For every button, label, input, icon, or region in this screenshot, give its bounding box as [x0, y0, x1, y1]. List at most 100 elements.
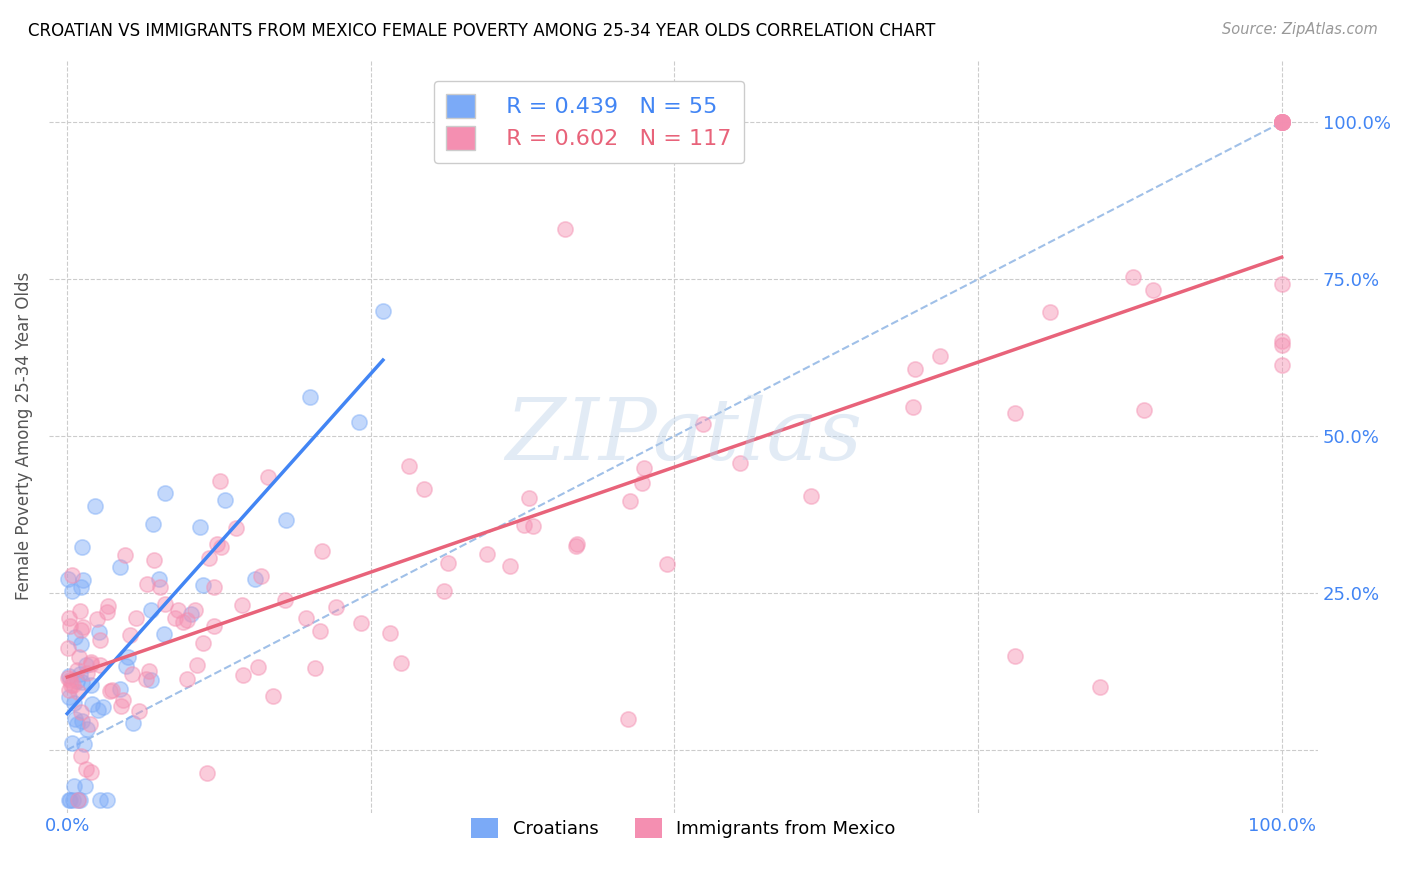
- Point: [72, 540, 94, 554]
- Point: [172, 615, 194, 629]
- Point: [250, 569, 273, 583]
- Point: [232, 668, 254, 682]
- Point: [195, 765, 218, 780]
- Point: [118, 628, 141, 642]
- Point: [1004, 648, 1026, 663]
- Point: [56, 641, 79, 656]
- Point: [167, 603, 190, 617]
- Point: [89, 793, 111, 807]
- Point: [59, 677, 82, 691]
- Point: [633, 461, 655, 475]
- Point: [184, 603, 207, 617]
- Point: [193, 636, 215, 650]
- Point: [89, 624, 111, 639]
- Point: [176, 672, 198, 686]
- Point: [153, 597, 176, 611]
- Point: [69, 624, 91, 638]
- Point: [262, 689, 284, 703]
- Point: [246, 660, 269, 674]
- Point: [67, 650, 90, 665]
- Point: [1271, 115, 1294, 129]
- Point: [121, 716, 143, 731]
- Point: [308, 624, 330, 639]
- Point: [325, 600, 347, 615]
- Point: [66, 673, 89, 688]
- Point: [1271, 277, 1294, 291]
- Point: [1271, 115, 1294, 129]
- Point: [1039, 305, 1062, 319]
- Point: [565, 539, 588, 553]
- Point: [59, 673, 82, 687]
- Point: [66, 793, 89, 807]
- Point: [1271, 115, 1294, 129]
- Point: [63, 780, 86, 794]
- Point: [69, 667, 91, 681]
- Point: [114, 549, 136, 563]
- Point: [66, 717, 89, 731]
- Point: [69, 793, 91, 807]
- Point: [58, 611, 80, 625]
- Point: [692, 417, 714, 431]
- Point: [163, 611, 186, 625]
- Point: [565, 537, 588, 551]
- Point: [59, 619, 82, 633]
- Point: [72, 573, 94, 587]
- Point: [62, 678, 84, 692]
- Point: [153, 485, 176, 500]
- Point: [138, 664, 160, 678]
- Point: [79, 764, 101, 779]
- Point: [1004, 406, 1026, 420]
- Point: [56, 572, 79, 586]
- Point: [69, 604, 91, 618]
- Point: [80, 657, 103, 671]
- Point: [62, 793, 84, 807]
- Point: [207, 536, 229, 550]
- Point: [108, 559, 131, 574]
- Point: [63, 696, 86, 710]
- Point: [65, 664, 87, 678]
- Point: [311, 544, 333, 558]
- Point: [202, 580, 225, 594]
- Point: [1271, 115, 1294, 129]
- Point: [1133, 403, 1156, 417]
- Point: [66, 684, 89, 698]
- Point: [153, 627, 176, 641]
- Point: [1271, 358, 1294, 372]
- Point: [188, 520, 211, 534]
- Point: [149, 580, 172, 594]
- Point: [73, 737, 96, 751]
- Point: [1271, 337, 1294, 351]
- Point: [98, 683, 121, 698]
- Point: [371, 303, 394, 318]
- Point: [142, 516, 165, 531]
- Point: [1122, 270, 1144, 285]
- Point: [631, 476, 654, 491]
- Point: [135, 576, 157, 591]
- Point: [121, 667, 143, 681]
- Point: [75, 658, 97, 673]
- Point: [143, 553, 166, 567]
- Point: [128, 704, 150, 718]
- Point: [72, 620, 94, 634]
- Point: [477, 547, 499, 561]
- Point: [70, 714, 93, 728]
- Point: [499, 559, 522, 574]
- Point: [60, 583, 83, 598]
- Point: [148, 572, 170, 586]
- Point: [60, 567, 83, 582]
- Point: [904, 362, 927, 376]
- Point: [58, 793, 80, 807]
- Point: [139, 603, 162, 617]
- Point: [389, 656, 412, 670]
- Point: [101, 682, 124, 697]
- Point: [347, 415, 370, 429]
- Point: [65, 630, 87, 644]
- Point: [1142, 283, 1164, 297]
- Point: [517, 491, 540, 506]
- Point: [256, 470, 278, 484]
- Point: [225, 520, 247, 534]
- Point: [63, 711, 86, 725]
- Point: [89, 658, 111, 673]
- Point: [91, 700, 114, 714]
- Point: [58, 690, 80, 705]
